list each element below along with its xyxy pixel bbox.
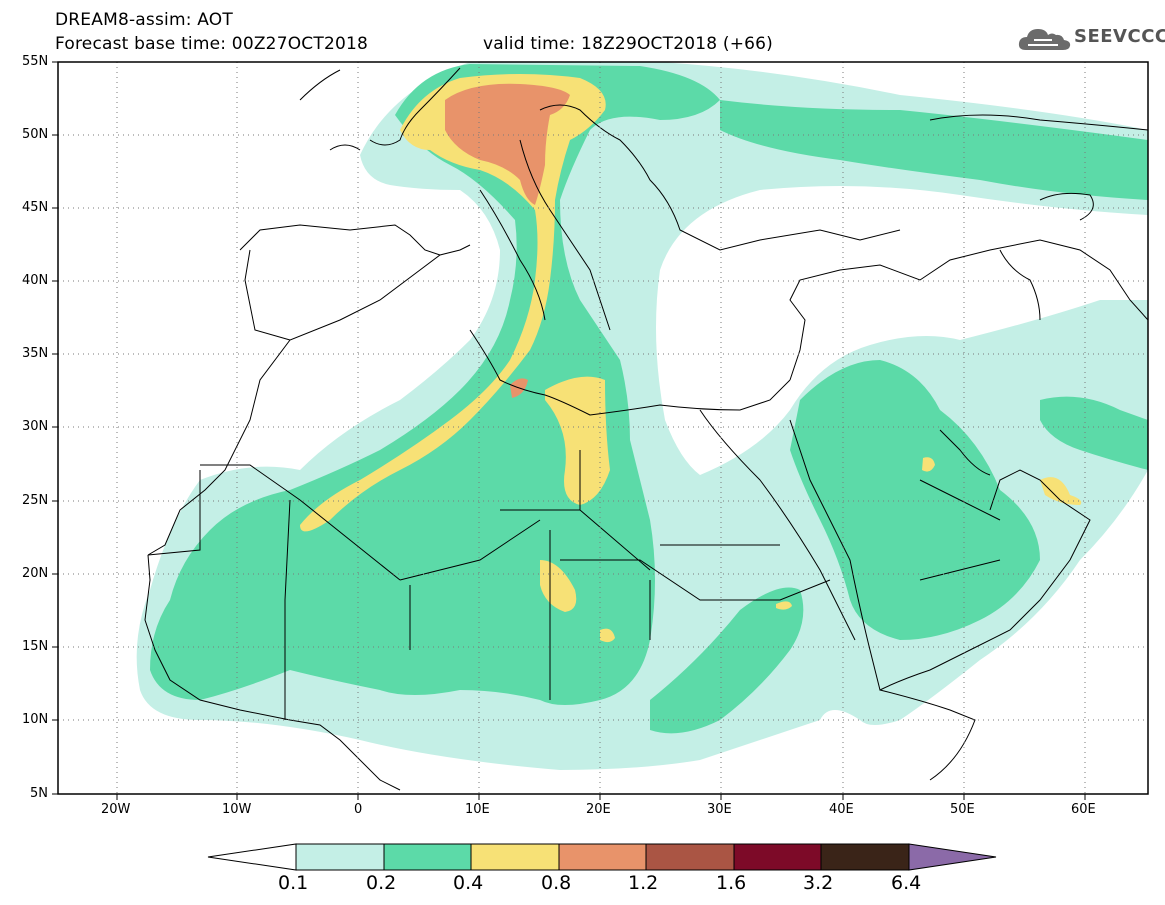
lat-label: 25N bbox=[22, 493, 49, 508]
logo-text: SEEVCCC bbox=[1074, 26, 1165, 47]
colorbar-under-arrow bbox=[207, 843, 297, 871]
lon-label: 10E bbox=[465, 802, 490, 817]
coastlines bbox=[144, 67, 1148, 791]
lon-label: 40E bbox=[829, 802, 854, 817]
colorbar-bin-6 bbox=[820, 843, 910, 871]
forecast-base-time: Forecast base time: 00Z27OCT2018 valid ti… bbox=[55, 34, 773, 54]
colorbar-label: 0.8 bbox=[541, 872, 572, 894]
cloud-icon bbox=[1018, 29, 1071, 50]
colorbar-bin-0 bbox=[295, 843, 385, 871]
colorbar-bin-5 bbox=[733, 843, 822, 871]
colorbar-label: 6.4 bbox=[891, 872, 922, 894]
lon-label: 30E bbox=[707, 802, 732, 817]
map-title: DREAM8-assim: AOT bbox=[55, 10, 233, 30]
lat-label: 55N bbox=[22, 54, 49, 69]
colorbar-bin-1 bbox=[383, 843, 472, 871]
colorbar-label: 1.6 bbox=[716, 872, 747, 894]
colorbar bbox=[207, 843, 997, 871]
valid-time-text: valid time: 18Z29OCT2018 (+66) bbox=[483, 34, 774, 54]
colorbar-bin-2 bbox=[470, 843, 560, 871]
lat-label: 30N bbox=[22, 419, 49, 434]
lon-label: 0 bbox=[354, 802, 363, 817]
colorbar-over-arrow bbox=[908, 843, 997, 871]
lon-label: 60E bbox=[1071, 802, 1096, 817]
seevccc-logo: SEEVCCC bbox=[1018, 22, 1165, 56]
aot-field bbox=[136, 62, 1148, 770]
lat-label: 45N bbox=[22, 200, 49, 215]
colorbar-label: 1.2 bbox=[628, 872, 659, 894]
lon-label: 50E bbox=[950, 802, 975, 817]
colorbar-label: 0.1 bbox=[278, 872, 309, 894]
lat-label: 35N bbox=[22, 346, 49, 361]
lat-label: 15N bbox=[22, 639, 49, 654]
lat-label: 5N bbox=[30, 786, 48, 801]
base-time-text: Forecast base time: 00Z27OCT2018 bbox=[55, 34, 369, 54]
lat-label: 40N bbox=[22, 273, 49, 288]
colorbar-label: 3.2 bbox=[803, 872, 834, 894]
colorbar-bin-3 bbox=[558, 843, 647, 871]
lat-label: 50N bbox=[22, 127, 49, 142]
lat-label: 10N bbox=[22, 712, 49, 727]
lon-label: 10W bbox=[222, 802, 252, 817]
lat-label: 20N bbox=[22, 566, 49, 581]
colorbar-bin-4 bbox=[645, 843, 735, 871]
colorbar-label: 0.2 bbox=[366, 872, 397, 894]
axis-ticks bbox=[52, 61, 1086, 800]
lon-label: 20E bbox=[586, 802, 611, 817]
lat-lon-grid bbox=[58, 62, 1148, 794]
plot-frame bbox=[57, 61, 1149, 795]
colorbar-label: 0.4 bbox=[453, 872, 484, 894]
lon-label: 20W bbox=[101, 802, 131, 817]
